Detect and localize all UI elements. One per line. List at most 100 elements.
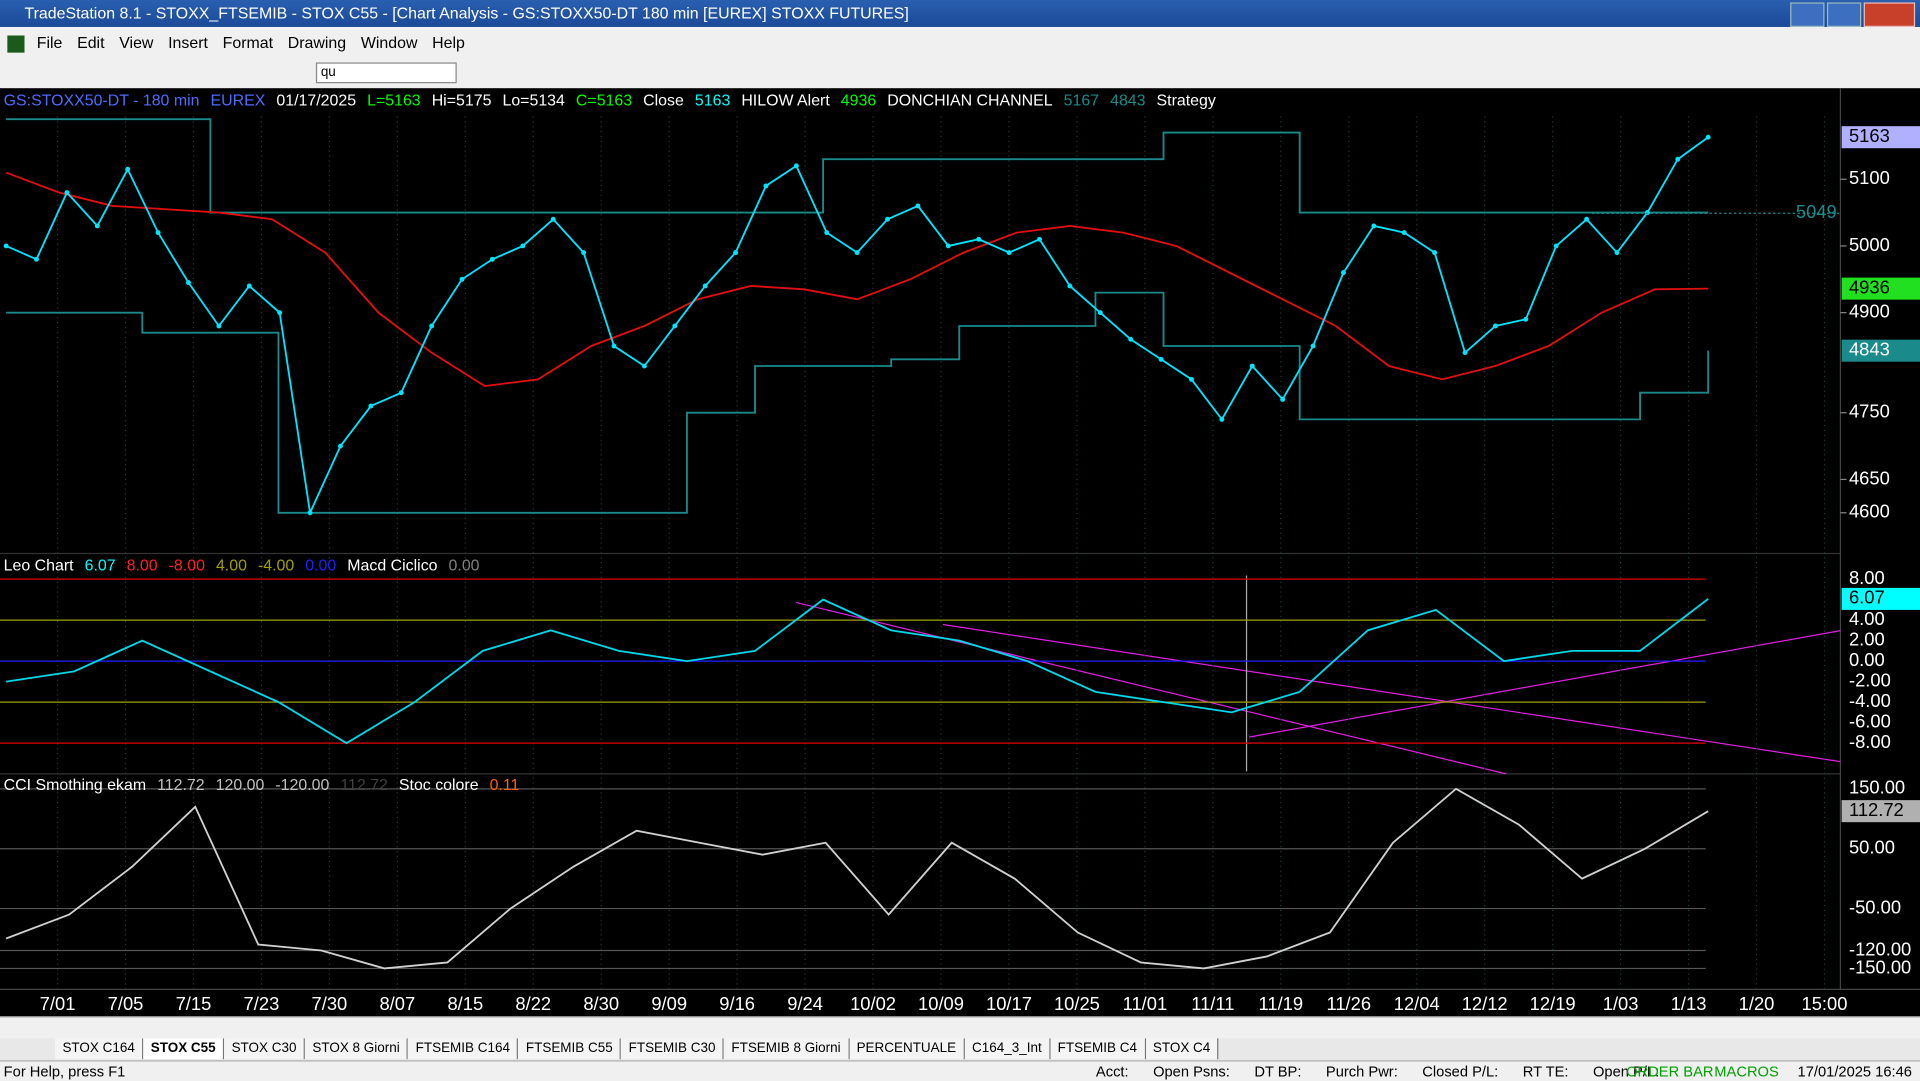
tab-bar: STOX C164 STOX C55 STOX C30 STOX 8 Giorni FT… [0,1038,1920,1061]
date-label: 8/30 [583,993,619,1014]
price-dot [1097,310,1103,316]
menu-item[interactable]: Window [360,33,418,52]
price-dot [216,323,222,329]
menu-item[interactable]: File [36,33,63,52]
legend-item: 01/17/2025 [276,90,357,109]
price-dot [64,190,70,196]
legend-item: Strategy [1156,90,1216,109]
date-label: 11/19 [1259,993,1304,1014]
status-field: Acct: [1095,1062,1129,1081]
y-tick-label: 50.00 [1849,837,1895,858]
legend-item: 0.11 [489,775,520,794]
date-label: 7/15 [176,993,212,1014]
oscillator-line [5,598,1709,745]
legend-item: DONCHIAN CHANNEL [887,90,1053,109]
legend-item: GS:STOXX50-DT - 180 min [3,90,200,109]
tab[interactable]: STOX C55 [143,1038,225,1060]
price-dot [611,343,617,349]
date-label: 12/19 [1530,993,1576,1014]
price-dot [1705,134,1711,140]
price-dot [125,166,131,172]
price-dot [520,243,526,249]
price-dot [1340,270,1346,276]
maximize-button[interactable] [1826,2,1862,27]
legend-item: 5163 [694,90,731,109]
y-tick-label: -6.00 [1849,710,1891,731]
toolbar: qu [0,57,1920,90]
tab[interactable]: FTSEMIB C55 [518,1038,622,1060]
menu-item[interactable]: Format [222,33,274,52]
legend-item: CCI Smothing ekam [3,775,147,794]
legend-item: 0.00 [448,555,480,575]
macros[interactable]: MACROS [1714,1062,1779,1081]
price-dot [915,203,921,209]
status-field: Purch Pwr: [1325,1062,1398,1081]
date-label: 10/02 [850,993,896,1014]
tab[interactable]: STOX C4 [1145,1038,1219,1060]
average-line [5,171,1709,387]
price-dot [945,243,951,249]
menu-item[interactable]: Edit [77,33,105,52]
date-label: 9/24 [787,993,823,1014]
date-label: 1/20 [1739,993,1775,1014]
price-dot [246,283,252,289]
tab[interactable]: STOX 8 Giorni [305,1038,409,1060]
order-bar[interactable]: ORDER BAR [1626,1062,1714,1081]
price-dot [307,510,313,516]
status-field: RT TE: [1522,1062,1569,1081]
tab[interactable]: FTSEMIB C30 [621,1038,725,1060]
price-dot [1158,356,1164,362]
chart-area: 7/01 7/05 7/15 7/23 7/30 8/07 8/15 8/22 8/30 9/09… [0,88,1920,1017]
value-box-label: 4936 [1849,276,1890,297]
value-box-label: 112.72 [1849,799,1904,820]
symbol-input[interactable]: qu [315,62,457,84]
status-field: Open P/L: [1592,1062,1660,1081]
price-dot [885,216,890,222]
tab[interactable]: C164_3_Int [964,1038,1051,1060]
tab[interactable]: FTSEMIB C4 [1050,1038,1146,1060]
legend-item: Lo=5134 [502,90,565,109]
menu-item[interactable]: Drawing [287,33,347,52]
scrollbar[interactable] [0,1016,1920,1040]
menu-item[interactable]: Insert [168,33,208,52]
date-label: 15:00 [1802,993,1848,1014]
legend-item: -4.00 [257,555,295,575]
legend-item: Macd Ciclico [347,555,438,575]
minimize-button[interactable] [1790,2,1825,27]
tab[interactable]: PERCENTUALE [849,1038,965,1060]
channel-lower [6,291,1710,514]
level-label: 5049 [1796,201,1837,222]
y-tick-label: -120.00 [1849,938,1911,959]
menu-item[interactable]: Help [432,33,465,52]
date-label: 11/26 [1326,993,1371,1014]
legend-item: Close [643,90,684,109]
y-tick-label: 4600 [1849,501,1890,522]
price-dot [1675,156,1681,162]
price-dot [1401,230,1407,236]
price-dot [186,280,191,286]
tab[interactable]: STOX C164 [55,1038,144,1060]
legend-item: 112.72 [340,775,388,794]
y-tick-label: -50.00 [1849,896,1901,917]
date-label: 11/11 [1191,993,1234,1014]
price-dot [1462,350,1468,356]
close-button[interactable] [1863,2,1916,27]
title-bar: TradeStation 8.1 - STOXX_FTSEMIB - STOX … [0,0,1920,27]
legend-item: 120.00 [215,775,265,794]
tab[interactable]: FTSEMIB 8 Giorni [724,1038,850,1060]
status-field: Closed P/L: [1422,1062,1499,1081]
y-tick-label: 8.00 [1849,567,1885,588]
menu-item[interactable]: View [119,33,154,52]
price-dot [1219,416,1225,422]
date-label: 7/30 [312,993,348,1014]
date-label: 1/13 [1671,993,1707,1014]
date-label: 12/04 [1394,993,1440,1014]
legend-item: Stoc colore [398,775,479,794]
legend-item: EUREX [210,90,266,109]
price-dot [459,276,465,282]
legend-item: 4.00 [215,555,247,575]
tab[interactable]: FTSEMIB C164 [408,1038,519,1060]
legend-item: 8.00 [126,555,158,575]
price-dot [702,283,708,289]
tab[interactable]: STOX C30 [224,1038,306,1060]
